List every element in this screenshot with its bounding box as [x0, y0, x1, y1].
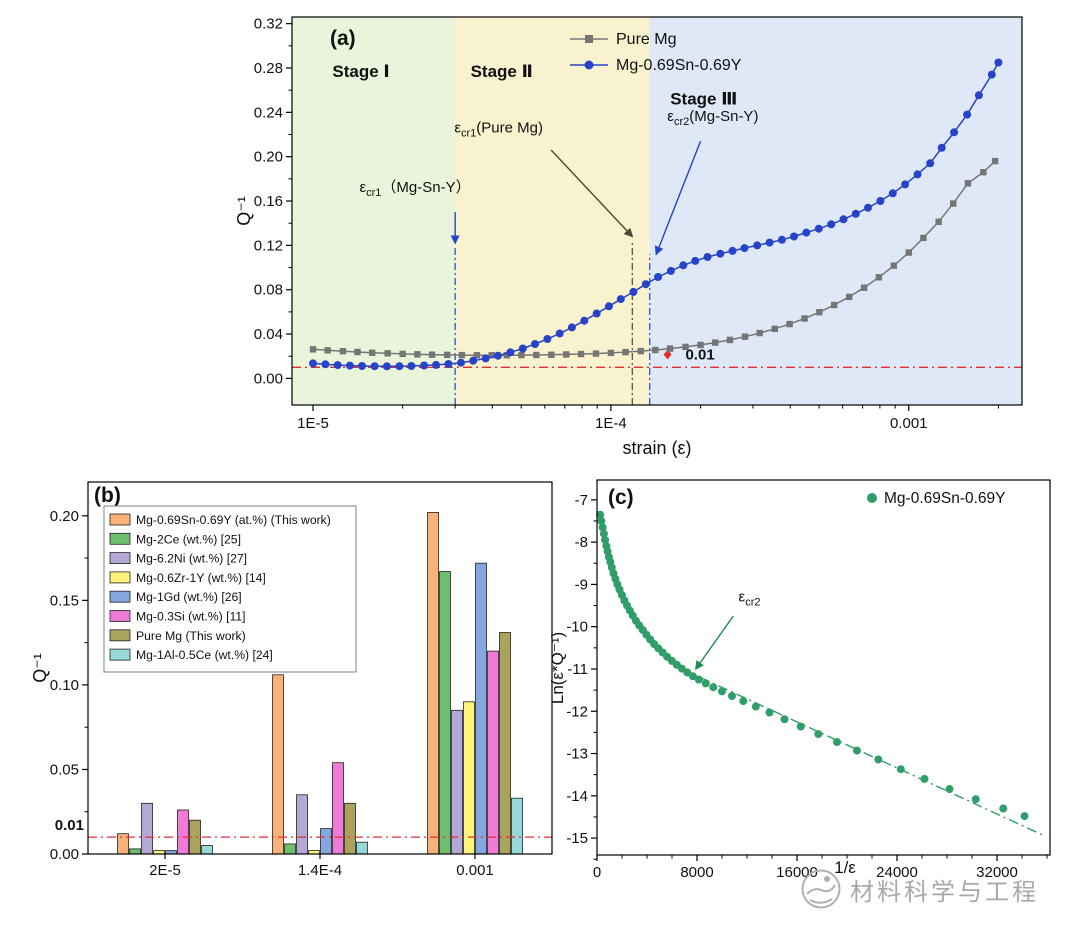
annotation-text: εcr1(Pure Mg): [454, 119, 543, 139]
svg-text:0.12: 0.12: [254, 237, 283, 254]
svg-text:0.04: 0.04: [254, 326, 283, 343]
panel-a-chart: 0.01 1E-5 1E-4 0.001 0.00 0.04 0.08 0.12 0.16 0.2…: [234, 16, 1023, 458]
stage-backgrounds: [292, 17, 1022, 405]
y-axis: 0.00 0.05 0.10 0.15 0.20: [50, 508, 88, 863]
plot-frame: [291, 16, 1023, 406]
watermark: 材料科学与工程: [800, 868, 1039, 910]
svg-text:-9: -9: [575, 576, 588, 593]
legend-label: Mg-0.3Si (wt.%) [11]: [136, 610, 246, 624]
stage-label: Stage Ⅰ: [332, 62, 389, 81]
svg-text:0.32: 0.32: [254, 16, 283, 33]
svg-text:0.20: 0.20: [254, 149, 283, 166]
svg-text:0.08: 0.08: [254, 282, 283, 299]
legend-label: Mg-1Gd (wt.%) [26]: [136, 590, 242, 604]
svg-text:0.20: 0.20: [50, 508, 79, 525]
legend-label: Pure Mg (This work): [136, 629, 246, 643]
svg-text:0.001: 0.001: [890, 415, 928, 432]
x-axis-label: strain (ε): [622, 438, 691, 458]
annotations: εcr2: [694, 588, 761, 671]
svg-text:0.28: 0.28: [254, 60, 283, 77]
legend-label: Pure Mg: [616, 31, 676, 48]
threshold-value-label: 0.01: [55, 817, 84, 834]
annotation-text: εcr1（Mg-Sn-Y）: [359, 179, 470, 199]
legend-label: Mg-2Ce (wt.%) [25]: [136, 532, 241, 546]
bars-mg-0-6zr-1y-wt-14-: [153, 701, 475, 855]
y-axis-label: Q⁻¹: [30, 653, 50, 683]
panel-b-chart: 0.01 0.00 0.05 0.10 0.15 0.20 2E-5 1.4E-4 0.001 Q…: [30, 481, 553, 879]
fit-line: [681, 668, 1043, 836]
legend: Mg-0.69Sn-0.69Y (at.%) (This work) Mg-2Ce…: [103, 505, 357, 673]
series-mg-0-69sn-0-69y: [596, 510, 1029, 821]
svg-text:-8: -8: [575, 534, 588, 551]
x-axis: 2E-5 1.4E-4 0.001: [149, 854, 494, 879]
legend-label: Mg-0.6Zr-1Y (wt.%) [14]: [136, 571, 266, 585]
svg-text:0.00: 0.00: [50, 846, 79, 863]
x-axis: 1E-5 1E-4 0.001: [297, 405, 999, 432]
svg-text:24000: 24000: [876, 864, 918, 881]
legend: Mg-0.69Sn-0.69Y: [867, 490, 1006, 507]
svg-text:-11: -11: [567, 661, 588, 678]
panel-label-c: (c): [608, 486, 634, 509]
panel-label-a: (a): [330, 27, 356, 50]
x-axis: 0 8000 16000 24000 32000: [593, 855, 1048, 881]
annotations: εcr1（Mg-Sn-Y） εcr1(Pure Mg) εcr2(Mg-Sn-Y): [359, 108, 758, 256]
threshold-diamond-icon: [663, 349, 672, 360]
stage-label: Stage Ⅲ: [670, 90, 737, 109]
y-axis-label: Q⁻¹: [234, 196, 254, 226]
y-axis: 0.00 0.04 0.08 0.12 0.16 0.20 0.24 0.28 0.32: [254, 16, 292, 387]
category-label: 2E-5: [149, 862, 181, 879]
series-pure-mg: [309, 157, 999, 359]
panel-label-b: (b): [94, 484, 121, 507]
annotation-text: εcr2(Mg-Sn-Y): [667, 108, 758, 128]
watermark-text: 材料科学与工程: [850, 877, 1039, 906]
svg-text:0.24: 0.24: [254, 104, 283, 121]
legend-label: Mg-0.69Sn-0.69Y: [884, 490, 1006, 507]
category-label: 1.4E-4: [298, 862, 342, 879]
category-label: 0.001: [456, 862, 494, 879]
svg-text:-12: -12: [566, 703, 588, 720]
legend-label: Mg-0.69Sn-0.69Y: [616, 57, 742, 74]
svg-text:32000: 32000: [976, 864, 1018, 881]
legend-label: Mg-1Al-0.5Ce (wt.%) [24]: [136, 648, 273, 662]
svg-text:-15: -15: [566, 830, 588, 847]
legend: Pure Mg Mg-0.69Sn-0.69Y: [570, 31, 742, 74]
legend-label: Mg-0.69Sn-0.69Y (at.%) (This work): [136, 513, 331, 527]
plot-frame: [596, 479, 1051, 856]
svg-text:1E-5: 1E-5: [297, 415, 329, 432]
svg-text:-10: -10: [566, 619, 588, 636]
svg-text:0.10: 0.10: [50, 677, 79, 694]
threshold-value-label: 0.01: [685, 347, 714, 364]
x-axis-label: 1/ε: [834, 858, 856, 877]
svg-text:0: 0: [593, 864, 601, 881]
watermark-logo-icon: [801, 869, 841, 909]
panel-c-chart: 0 8000 16000 24000 32000-7-8-9-10-11-12-13-1…: [548, 479, 1051, 881]
svg-text:-13: -13: [566, 746, 588, 763]
y-axis-label: Ln(ε*Q⁻¹): [548, 632, 567, 704]
annotation-text: εcr2: [739, 588, 761, 608]
series-mg-0-69sn-0-69y: [309, 58, 1003, 371]
stage-label: Stage Ⅱ: [471, 62, 533, 81]
svg-text:-7: -7: [575, 492, 588, 509]
svg-text:0.15: 0.15: [50, 592, 79, 609]
svg-text:0.16: 0.16: [254, 193, 283, 210]
y-axis: -7 -8 -9 -10 -11 -12 -13 -14 -15: [566, 492, 597, 860]
svg-text:-14: -14: [566, 788, 588, 805]
svg-text:1E-4: 1E-4: [595, 415, 627, 432]
svg-text:0.00: 0.00: [254, 370, 283, 387]
svg-text:0.05: 0.05: [50, 761, 79, 778]
svg-text:8000: 8000: [680, 864, 713, 881]
legend-label: Mg-6.2Ni (wt.%) [27]: [136, 552, 247, 566]
